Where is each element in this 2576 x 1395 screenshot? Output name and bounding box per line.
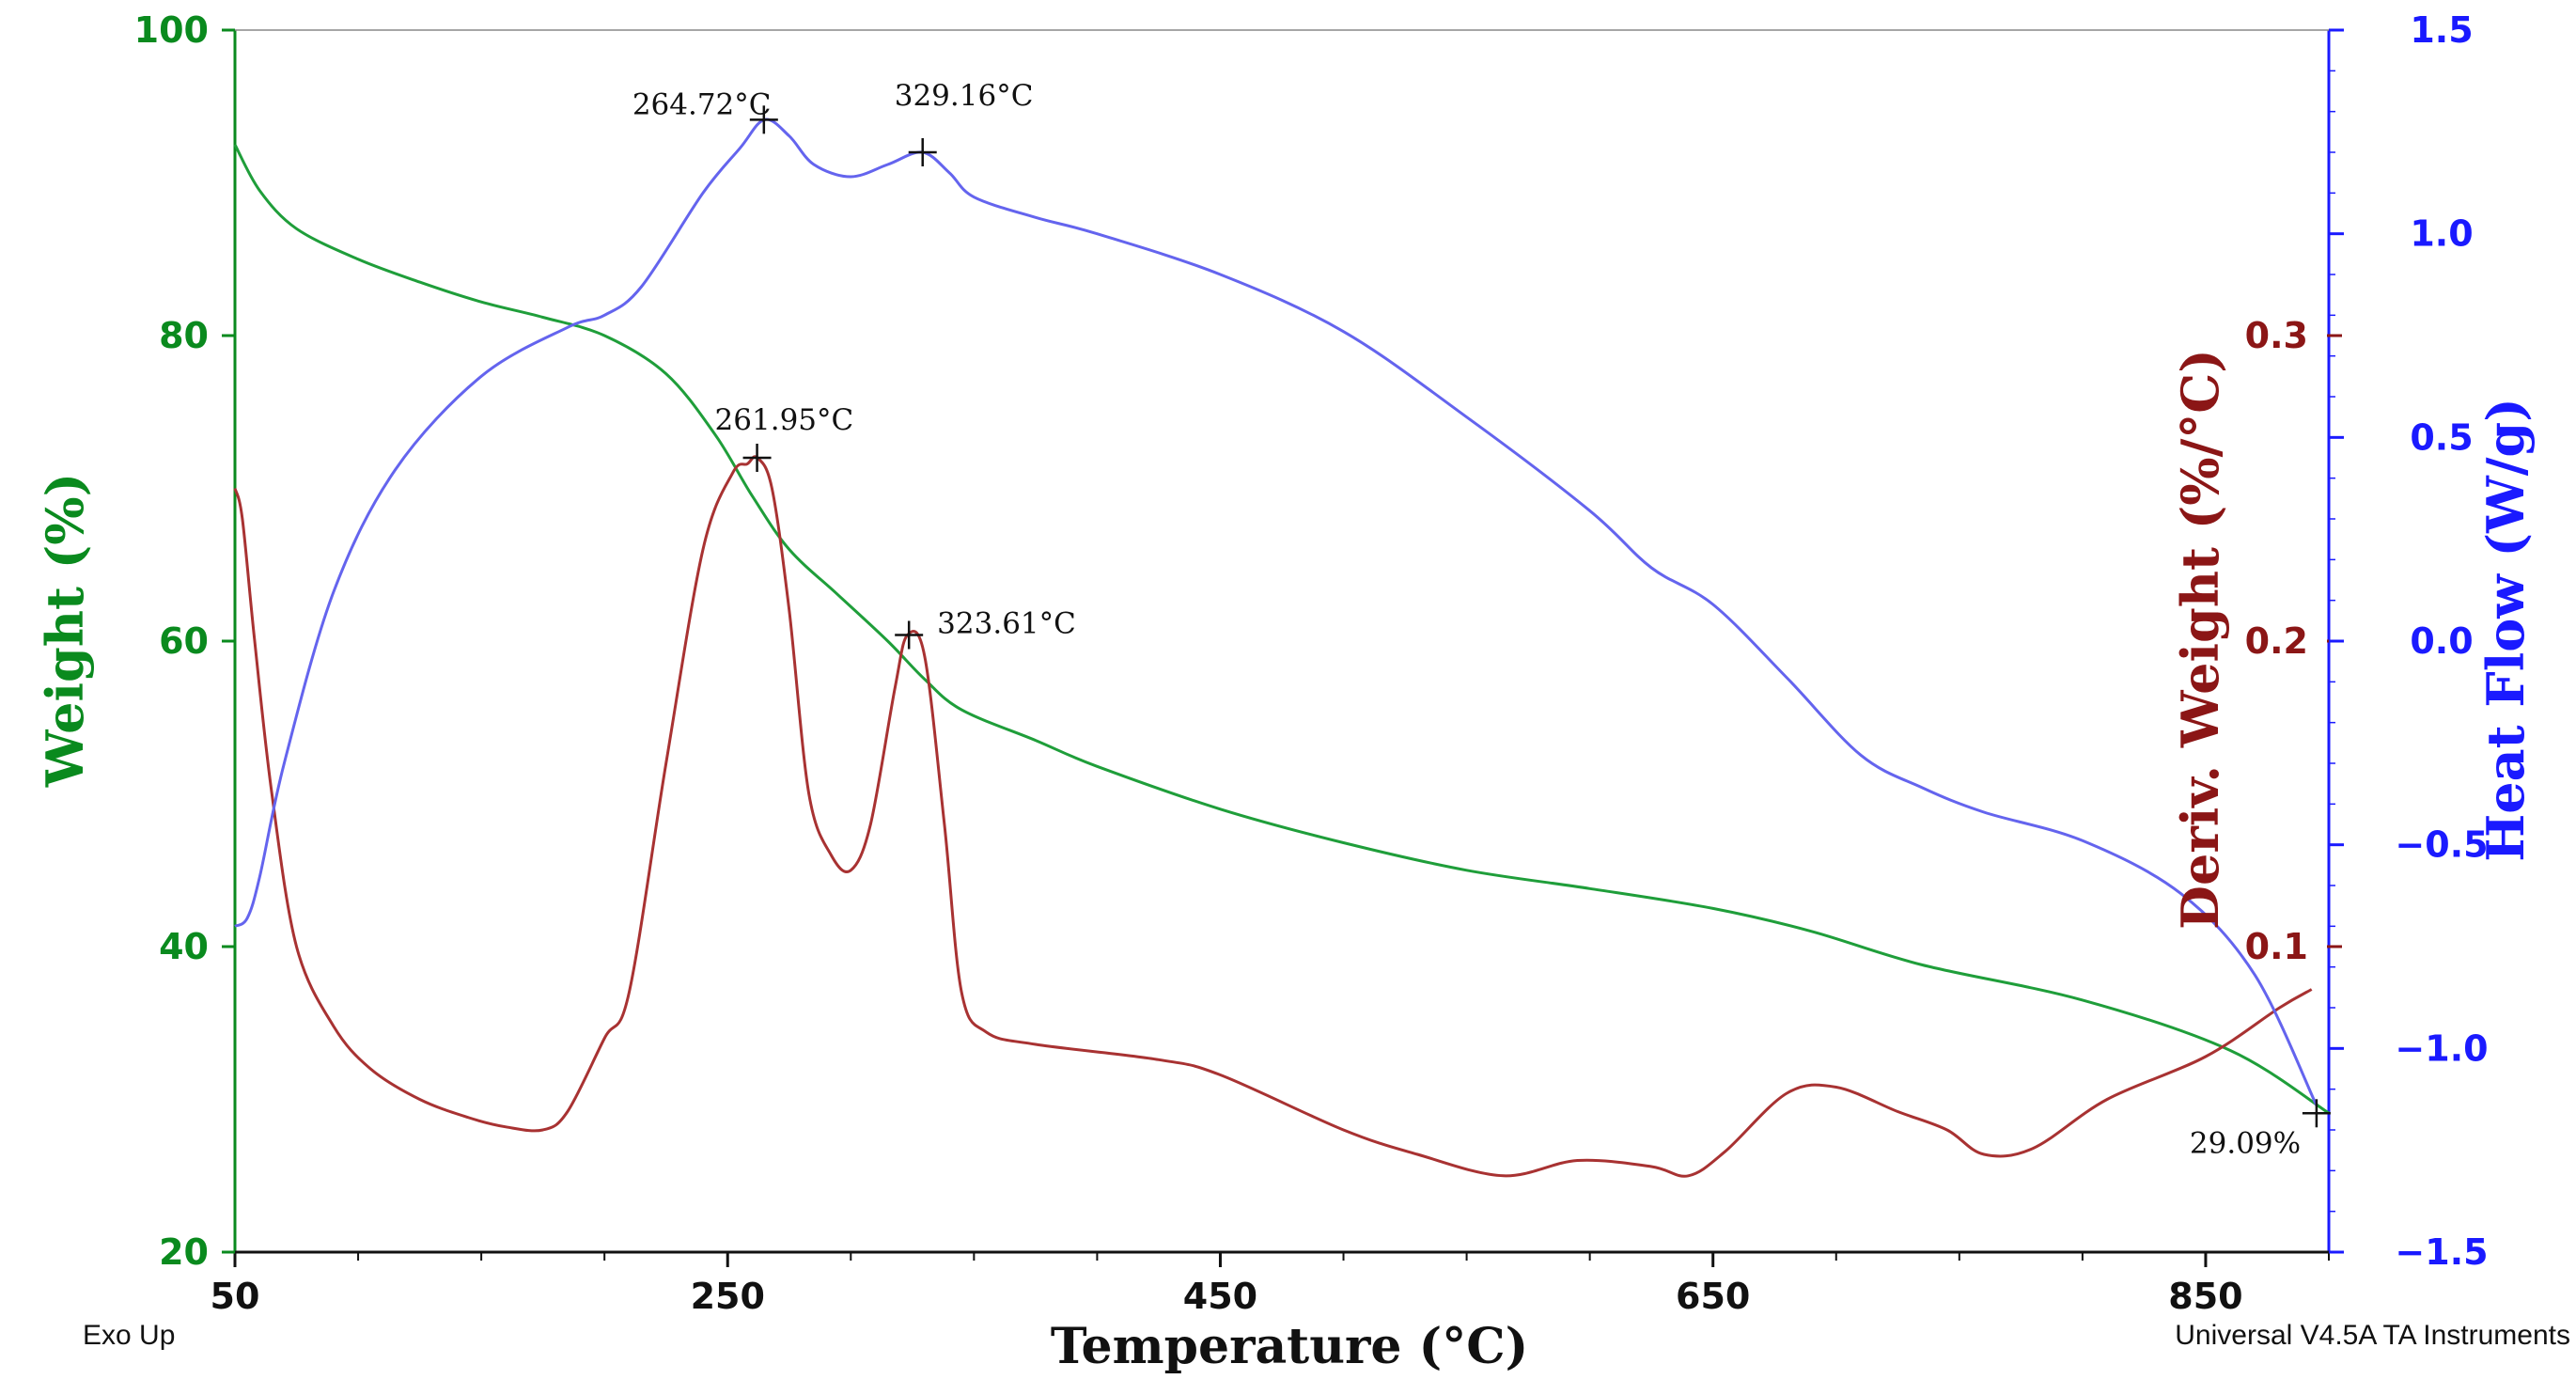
weight-curve — [233, 144, 2330, 1115]
x-tick-label: 50 — [211, 1276, 260, 1317]
x-axis-title: Temperature (°C) — [1051, 1318, 1528, 1375]
peak-annotation: 264.72°C — [632, 87, 772, 121]
y-deriv-axis-title: Deriv. Weight (%/°C) — [2170, 349, 2230, 930]
x-tick-label: 850 — [2168, 1276, 2242, 1317]
y-heat-axis-title: Heat Flow (W/g) — [2475, 398, 2536, 862]
data-curves — [233, 118, 2330, 1178]
x-tick-label: 650 — [1676, 1276, 1750, 1317]
peak-annotation: 29.09% — [2190, 1126, 2301, 1160]
y-heat-tick-label: 1.5 — [2410, 9, 2473, 51]
heat-flow-curve — [234, 118, 2318, 1106]
y-heat-tick-label: −0.5 — [2395, 824, 2488, 866]
y-left-tick-label: 20 — [159, 1231, 209, 1273]
y-left-tick-label: 100 — [134, 9, 209, 51]
y-left-tick-label: 60 — [159, 620, 209, 662]
instrument-label: Universal V4.5A TA Instruments — [2175, 1320, 2570, 1351]
peak-annotation: 323.61°C — [937, 607, 1076, 641]
peak-annotation: 261.95°C — [715, 403, 854, 437]
y-heat-tick-label: −1.5 — [2395, 1231, 2488, 1273]
axis-labels: Weight (%) Deriv. Weight (%/°C) Heat Flo… — [35, 349, 2570, 1375]
deriv-weight-curve — [233, 455, 2313, 1178]
y-left-tick-label: 40 — [159, 926, 209, 967]
x-tick-label: 250 — [691, 1276, 765, 1317]
axes: 50 250 450 650 850 20 40 60 80 100 0.1 0.2 0.3 −1.5 −1… — [134, 9, 2489, 1317]
x-tick-label: 450 — [1183, 1276, 1257, 1317]
y-heat-tick-label: 0.0 — [2410, 620, 2473, 662]
y-heat-tick-label: −1.0 — [2395, 1027, 2488, 1069]
y-heat-tick-label: 1.0 — [2410, 213, 2473, 255]
y-deriv-tick-label: 0.1 — [2245, 926, 2308, 967]
y-deriv-tick-label: 0.3 — [2245, 315, 2308, 356]
y-left-axis-title: Weight (%) — [35, 473, 95, 788]
annotation-marks: 264.72°C 329.16°C 261.95°C 323.61°C 29.09% — [632, 79, 2331, 1160]
peak-annotation: 329.16°C — [895, 79, 1034, 113]
y-heat-tick-label: 0.5 — [2410, 416, 2473, 458]
y-deriv-tick-label: 0.2 — [2245, 620, 2308, 662]
y-left-tick-label: 80 — [159, 315, 209, 356]
exo-up-label: Exo Up — [83, 1320, 175, 1351]
